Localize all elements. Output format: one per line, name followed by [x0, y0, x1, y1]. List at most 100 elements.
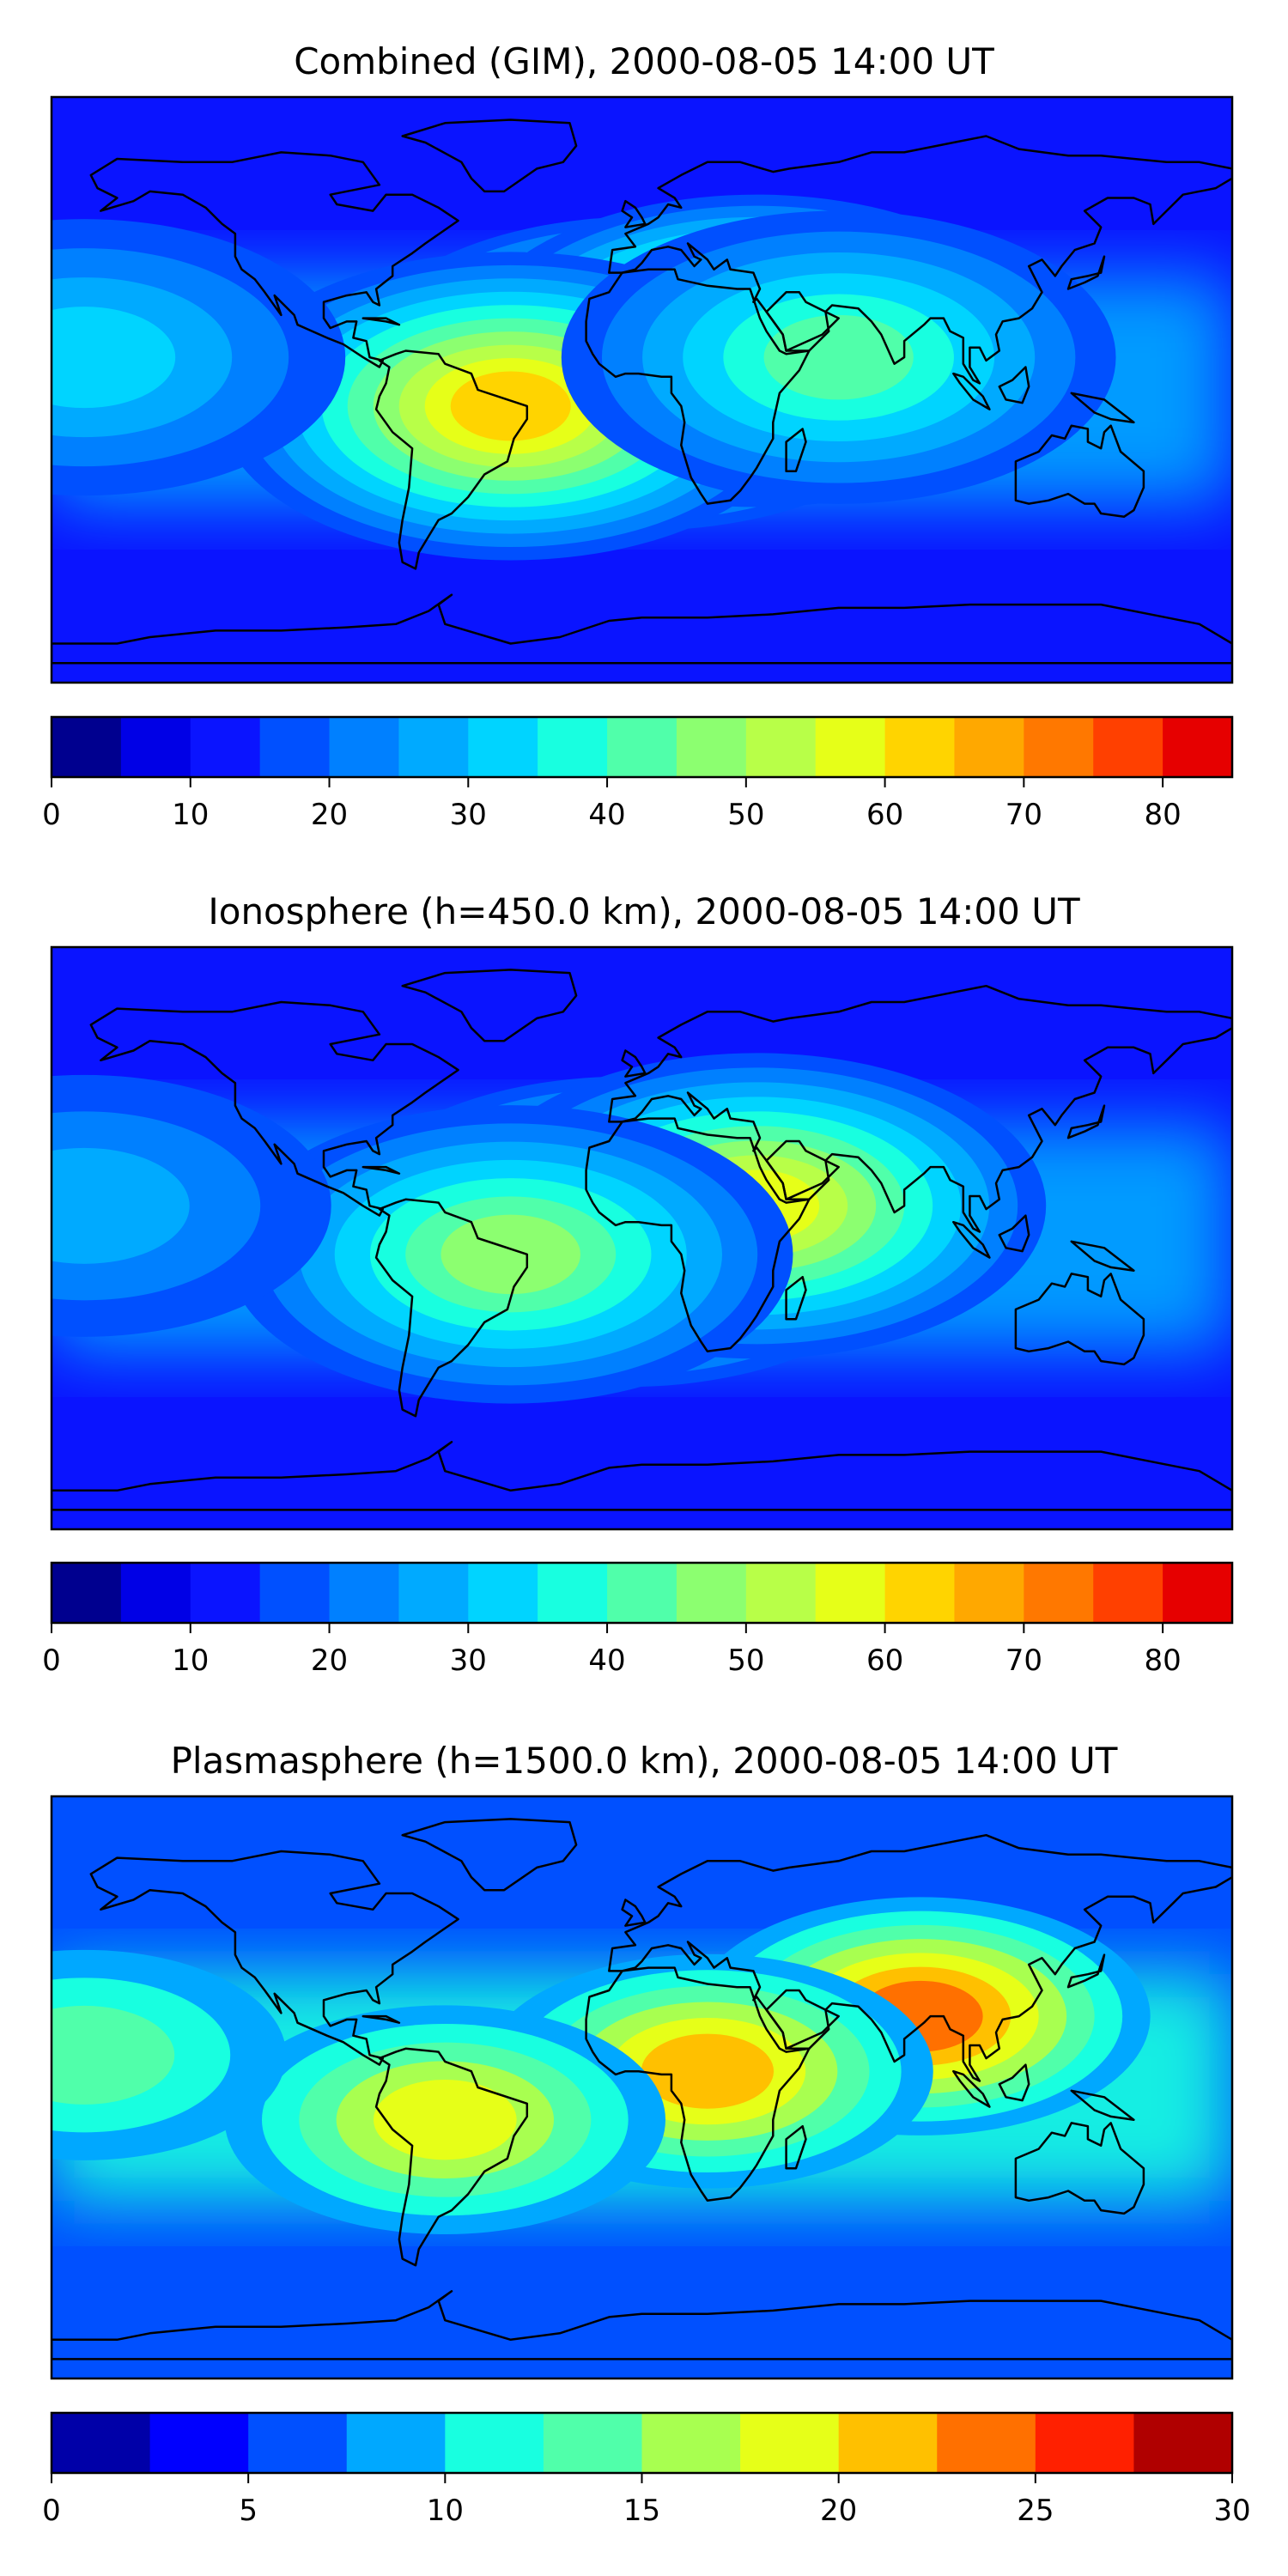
coastline-south-america: [374, 349, 529, 570]
coastline-borneo: [998, 2063, 1030, 2102]
coastline-uk: [621, 1899, 647, 1927]
colorbar-segment: [1163, 717, 1233, 777]
colorbar-frame: [50, 715, 1234, 779]
colorbar-tick-label: 0: [42, 2494, 61, 2528]
tec-field: [52, 947, 1232, 1529]
colorbar-tick-label: 60: [866, 1643, 903, 1678]
tec-field: [52, 97, 1232, 683]
colorbar-tick-label: 25: [1017, 2494, 1054, 2528]
coastline-new-guinea: [1070, 2089, 1135, 2121]
panel-ionosphere: Ionosphere (h=450.0 km), 2000-08-05 14:0…: [42, 890, 1234, 1678]
colorbar-segment: [445, 2413, 544, 2473]
coastline-cuba: [361, 1165, 401, 1175]
colorbar-combined: 0 10 20 30 40 50 60 70 80: [42, 715, 1234, 832]
colorbar-segment: [468, 1563, 538, 1623]
coastline-sumatra: [952, 1220, 991, 1259]
colorbar-segment: [1093, 717, 1163, 777]
colorbar-segment: [52, 2413, 151, 2473]
colorbar-segment: [1024, 1563, 1094, 1623]
contour-level: [52, 307, 176, 409]
colorbar-segment: [259, 1563, 331, 1623]
colorbar-segment: [607, 717, 677, 777]
colorbar-segment: [538, 717, 608, 777]
colorbar-tick-label: 40: [588, 1643, 625, 1678]
coastline-australia: [1014, 424, 1145, 519]
colorbar-segment: [329, 717, 399, 777]
colorbar-segment: [1024, 717, 1094, 777]
coastlines: [52, 1818, 1232, 2360]
colorbar-segment: [884, 1563, 955, 1623]
colorbar-segment: [607, 1563, 677, 1623]
map-plasmasphere: [50, 1795, 1234, 2380]
coastline-africa: [585, 268, 811, 505]
coastlines: [52, 969, 1232, 1511]
coastline-australia: [1014, 2122, 1145, 2215]
colorbar-segment: [1133, 2413, 1233, 2473]
map-ionosphere: [50, 945, 1234, 1531]
colorbar-segment: [745, 717, 817, 777]
coastline-japan: [1066, 1104, 1106, 1139]
hotspot: [52, 1949, 287, 2160]
colorbar-segment: [52, 717, 122, 777]
colorbar-frame: [50, 1561, 1234, 1625]
coastline-uk: [621, 1049, 647, 1078]
coastline-borneo: [998, 366, 1030, 404]
colorbar-tick-label: 0: [42, 798, 61, 832]
colorbar-tick-label: 10: [172, 798, 209, 832]
colorbar-segment: [248, 2413, 348, 2473]
coastline-australia: [1014, 1273, 1145, 1366]
panel-title: Combined (GIM), 2000-08-05 14:00 UT: [294, 40, 994, 82]
colorbar-segment: [954, 1563, 1024, 1623]
colorbar-segment: [937, 2413, 1036, 2473]
colorbar-segment: [1163, 1563, 1233, 1623]
colorbar-segment: [543, 2413, 642, 2473]
colorbar-segment: [398, 717, 469, 777]
coastline-europe-asia: [608, 135, 1232, 385]
coastline-antarctica: [52, 593, 1232, 665]
colorbar-segment: [676, 717, 747, 777]
colorbar-segment: [815, 717, 886, 777]
hotspot: [561, 210, 1116, 504]
coastline-arabia-india-link: [765, 291, 830, 352]
coastline-uk: [621, 199, 647, 228]
colorbar-tick-label: 0: [42, 1643, 61, 1678]
map-frame: [50, 95, 1234, 684]
colorbar-segment: [398, 1563, 469, 1623]
coastline-arabia-india-link: [765, 1139, 830, 1201]
coastline-sumatra: [952, 372, 991, 410]
colorbar-segment: [676, 1563, 747, 1623]
panel-combined: Combined (GIM), 2000-08-05 14:00 UT 0 10 2…: [42, 40, 1234, 832]
colorbar-plasmasphere: 0 5 10 15 20 25 30: [42, 2411, 1251, 2528]
colorbar-segment: [954, 717, 1024, 777]
colorbar-tick-label: 30: [450, 1643, 487, 1678]
colorbar-segment: [259, 717, 331, 777]
coastline-cuba: [361, 317, 401, 326]
coastline-borneo: [998, 1214, 1030, 1253]
colorbar-tick-label: 80: [1144, 798, 1181, 832]
colorbar-tick-label: 50: [727, 798, 764, 832]
contour-level: [52, 2005, 175, 2105]
coastline-madagascar: [785, 1275, 807, 1321]
map-combined: [50, 95, 1234, 684]
contour-level: [763, 314, 914, 400]
colorbar-tick-label: 70: [1005, 1643, 1042, 1678]
hotspot: [52, 219, 346, 496]
coastline-north-america: [89, 151, 459, 368]
tec-field: [52, 1796, 1232, 2379]
coastline-madagascar: [785, 428, 807, 472]
colorbar-tick-label: 5: [239, 2494, 258, 2528]
coastline-europe-asia: [608, 984, 1232, 1233]
colorbar-segment: [884, 717, 955, 777]
map-frame: [50, 945, 1234, 1531]
colorbar-segment: [346, 2413, 446, 2473]
contour-level: [440, 1214, 580, 1295]
colorbar-tick-label: 20: [311, 1643, 348, 1678]
hotspot: [224, 2005, 666, 2235]
colorbar-tick-label: 50: [727, 1643, 764, 1678]
coastline-greenland: [401, 1818, 578, 1892]
colorbar-tick-label: 70: [1005, 798, 1042, 832]
contour-level: [450, 371, 571, 441]
coastlines: [52, 118, 1232, 665]
coastline-north-america: [89, 1850, 459, 2066]
